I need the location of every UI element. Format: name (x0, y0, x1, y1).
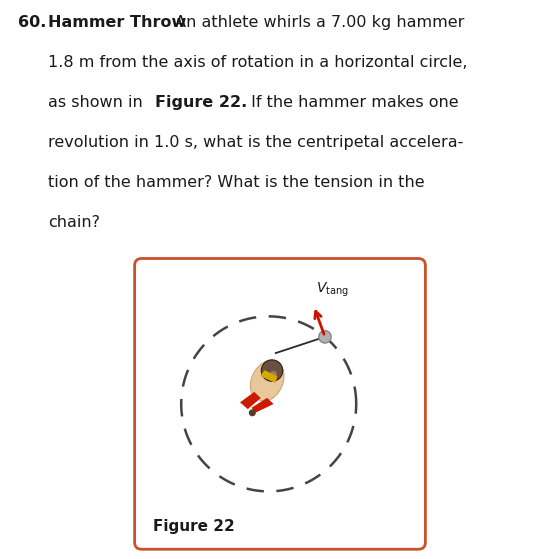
Text: tion of the hammer? What is the tension in the: tion of the hammer? What is the tension … (48, 175, 424, 190)
Text: Hammer Throw: Hammer Throw (48, 15, 186, 30)
Text: If the hammer makes one: If the hammer makes one (246, 95, 459, 110)
Text: chain?: chain? (48, 215, 100, 230)
Text: Figure 22: Figure 22 (153, 519, 235, 534)
Circle shape (262, 360, 283, 381)
Polygon shape (251, 398, 273, 413)
Polygon shape (240, 392, 261, 409)
Polygon shape (260, 370, 277, 383)
FancyBboxPatch shape (134, 258, 426, 549)
Text: $\it{V}$$_{\rm{tang}}$: $\it{V}$$_{\rm{tang}}$ (316, 281, 349, 299)
Circle shape (270, 372, 276, 377)
Circle shape (319, 330, 331, 343)
Polygon shape (250, 360, 284, 401)
Text: as shown in: as shown in (48, 95, 148, 110)
Text: 1.8 m from the axis of rotation in a horizontal circle,: 1.8 m from the axis of rotation in a hor… (48, 55, 468, 70)
Text: An athlete whirls a 7.00 kg hammer: An athlete whirls a 7.00 kg hammer (170, 15, 464, 30)
Text: revolution in 1.0 s, what is the centripetal accelera-: revolution in 1.0 s, what is the centrip… (48, 135, 463, 150)
Circle shape (250, 410, 255, 415)
Text: Figure 22.: Figure 22. (155, 95, 248, 110)
Text: 60.: 60. (18, 15, 46, 30)
